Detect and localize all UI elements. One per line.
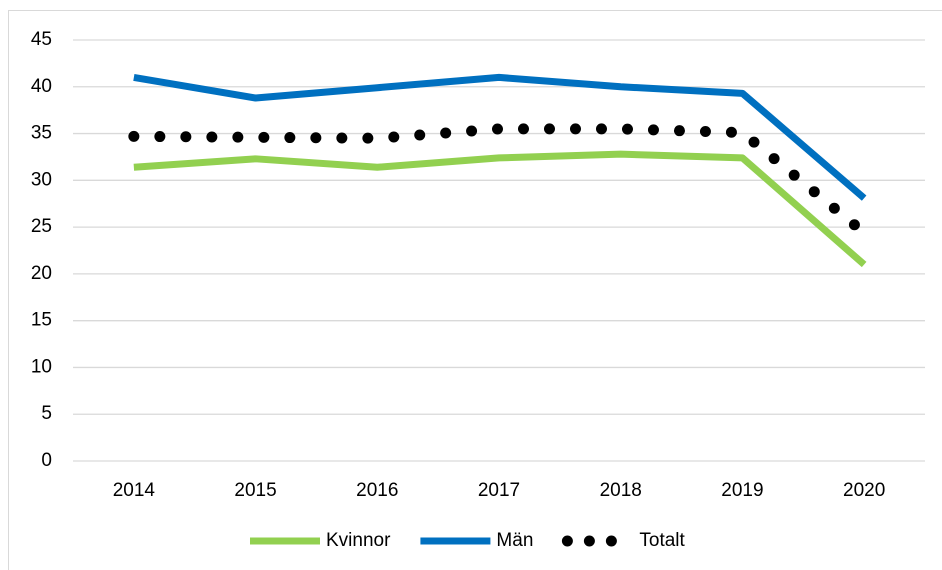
y-tick-label: 5 [41,403,52,424]
legend-label: Kvinnor [326,530,391,551]
y-tick-label: 35 [31,123,52,144]
y-tick-label: 45 [31,29,52,50]
y-tick-label: 15 [31,310,52,331]
x-tick-label: 2018 [600,480,642,501]
x-tick-label: 2017 [478,480,520,501]
x-tick-label: 2020 [843,480,885,501]
y-tick-label: 0 [41,450,52,471]
y-tick-label: 20 [31,263,52,284]
chart-frame [8,10,942,570]
x-tick-label: 2019 [721,480,763,501]
series-line [133,150,867,268]
x-tick-label: 2015 [234,480,276,501]
series-line [128,123,870,239]
y-tick-label: 10 [31,356,52,377]
legend-label: Män [496,530,533,551]
series-line [133,73,867,201]
y-tick-label: 25 [31,216,52,237]
legend-label: Totalt [639,530,685,551]
x-tick-label: 2014 [113,480,156,501]
x-tick-label: 2016 [356,480,398,501]
y-tick-label: 30 [31,169,52,190]
y-tick-label: 40 [31,76,52,97]
